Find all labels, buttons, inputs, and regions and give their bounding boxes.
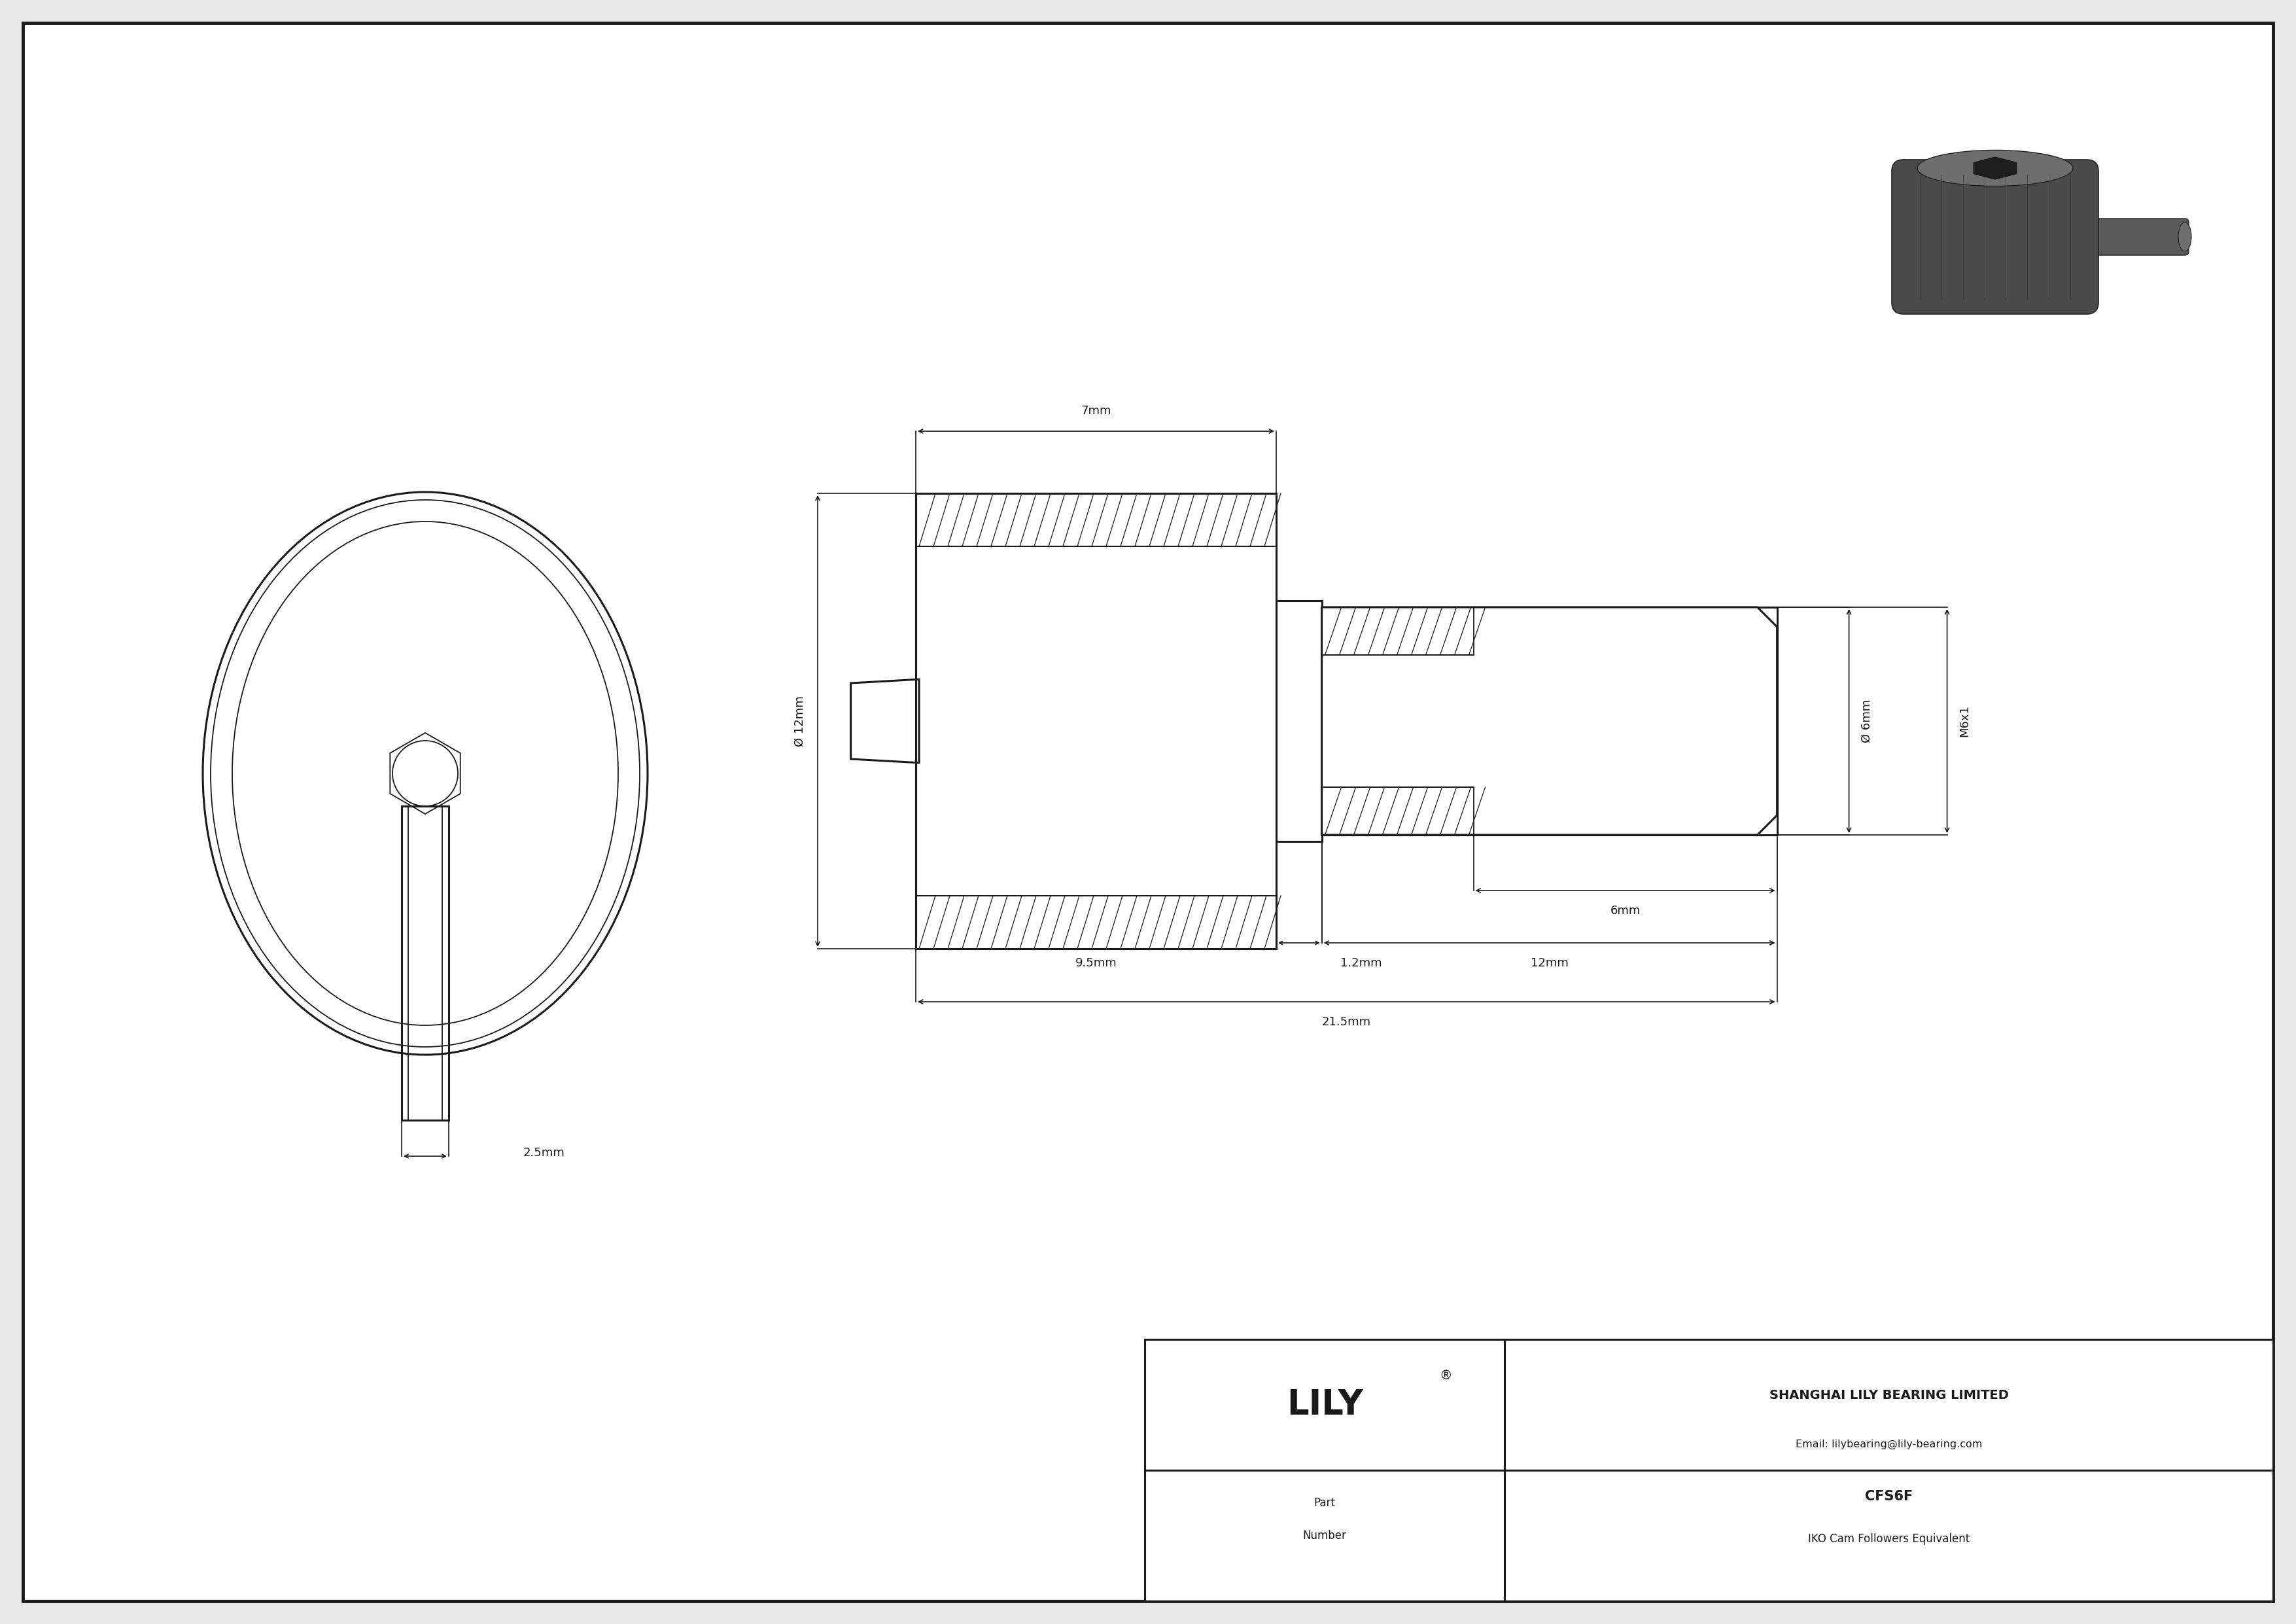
Polygon shape: [1975, 158, 2016, 179]
Text: Number: Number: [1302, 1530, 1345, 1541]
Ellipse shape: [2179, 222, 2190, 252]
Bar: [402, 806, 448, 1121]
Bar: [916, 494, 1277, 547]
Text: 2.5mm: 2.5mm: [523, 1147, 565, 1160]
Ellipse shape: [1917, 149, 2073, 187]
Text: Email: lilybearing@lily-bearing.com: Email: lilybearing@lily-bearing.com: [1795, 1439, 1981, 1449]
Polygon shape: [852, 679, 918, 763]
Polygon shape: [1322, 607, 1777, 835]
FancyBboxPatch shape: [2076, 219, 2188, 255]
Bar: [1322, 607, 1777, 835]
Text: Part: Part: [1313, 1497, 1336, 1509]
Text: 6mm: 6mm: [1609, 905, 1639, 916]
Text: SHANGHAI LILY BEARING LIMITED: SHANGHAI LILY BEARING LIMITED: [1770, 1389, 2009, 1402]
Text: 7mm: 7mm: [1081, 404, 1111, 417]
Text: IKO Cam Followers Equivalent: IKO Cam Followers Equivalent: [1807, 1533, 1970, 1544]
Text: 12mm: 12mm: [1531, 957, 1568, 970]
Text: CFS6F: CFS6F: [1864, 1489, 1913, 1502]
Bar: [916, 494, 1277, 948]
Text: 21.5mm: 21.5mm: [1322, 1017, 1371, 1028]
Bar: [916, 494, 1277, 948]
Text: ®: ®: [1440, 1369, 1451, 1382]
Text: Ø 6mm: Ø 6mm: [1860, 700, 1874, 742]
Text: LILY: LILY: [1286, 1389, 1364, 1423]
Text: Ø 12mm: Ø 12mm: [794, 695, 806, 747]
Bar: [916, 895, 1277, 948]
Bar: [1322, 788, 1474, 835]
Text: 1.2mm: 1.2mm: [1341, 957, 1382, 970]
Text: M6x1: M6x1: [1958, 705, 1970, 737]
Bar: [916, 547, 1277, 895]
Bar: [1146, 1340, 2273, 1601]
Bar: [1322, 607, 1474, 654]
Text: 9.5mm: 9.5mm: [1075, 957, 1116, 970]
FancyBboxPatch shape: [1892, 159, 2099, 313]
Bar: [1277, 601, 1322, 841]
